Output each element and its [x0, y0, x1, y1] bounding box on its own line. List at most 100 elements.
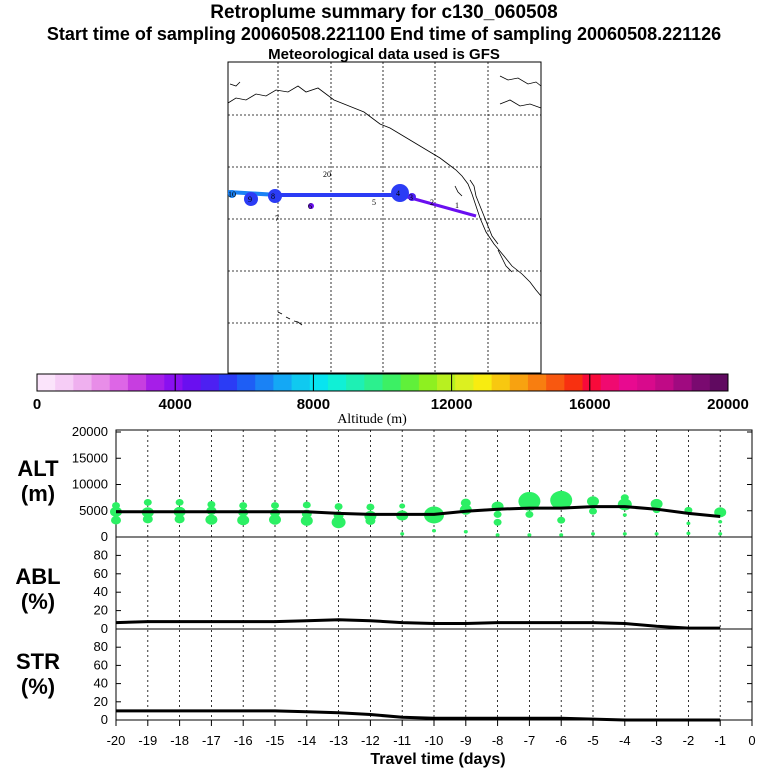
x-tick-label: -12 [361, 733, 380, 748]
x-tick-label: -18 [170, 733, 189, 748]
alt-scatter-point [300, 515, 313, 526]
y-tick-label: 0 [101, 529, 108, 544]
colorbar-swatch [346, 374, 365, 391]
colorbar-swatch [709, 374, 729, 391]
x-tick-label: 0 [748, 733, 755, 748]
y-tick-label: 5000 [79, 503, 108, 518]
colorbar-swatch [546, 374, 565, 391]
alt-scatter-point [269, 514, 281, 525]
altitude-colorbar [36, 373, 729, 392]
colorbar-swatch [527, 374, 547, 391]
abl-unit: (%) [21, 589, 55, 614]
colorbar-label: Altitude (m) [337, 412, 407, 427]
alt-label: ALT [17, 456, 59, 481]
alt-scatter-point [239, 502, 248, 509]
colorbar-swatch [109, 374, 129, 391]
alt-scatter-point [331, 516, 346, 529]
alt-scatter-point [207, 501, 216, 508]
x-tick-label: -20 [107, 733, 126, 748]
x-tick-label: -4 [619, 733, 631, 748]
colorbar-swatch [382, 374, 402, 391]
alt-scatter-point [111, 515, 121, 525]
alt-scatter-point [617, 498, 632, 511]
map-gridlines [228, 62, 541, 373]
x-tick-label: -5 [587, 733, 599, 748]
colorbar-tick-label: 8000 [297, 396, 330, 413]
alt-scatter-point [334, 503, 343, 510]
alt-scatter-point [175, 498, 184, 506]
alt-scatter-point [718, 520, 723, 524]
y-tick-label: 80 [94, 547, 108, 562]
alt-scatter-point [557, 516, 566, 524]
alt-scatter-point [400, 532, 405, 536]
y-ticks: 20000 15000 10000 5000 0 80 60 40 20 0 80 60 40 20 0 [72, 424, 752, 727]
x-tick-label: -6 [555, 733, 567, 748]
alt-scatter-point [237, 515, 250, 526]
x-tick-label: -15 [266, 733, 285, 748]
x-tick-label: -13 [329, 733, 348, 748]
colorbar-tick-label: 12000 [431, 396, 473, 413]
x-tick-label: -19 [138, 733, 157, 748]
x-tick-label: -2 [683, 733, 695, 748]
alt-scatter-point [650, 498, 663, 510]
vertical-gridlines [147, 430, 721, 720]
plume-blob [308, 203, 314, 209]
day-label: 20 [323, 170, 331, 179]
x-tick-label: -3 [651, 733, 663, 748]
colorbar-swatch [691, 374, 711, 391]
alt-series-line [116, 505, 721, 518]
alt-scatter-point [591, 532, 595, 536]
y-tick-label: 40 [94, 584, 108, 599]
colorbar-swatch [255, 374, 274, 391]
alt-scatter-point [174, 514, 185, 524]
colorbar-tick-label: 16000 [569, 396, 611, 413]
alt-scatter-point [589, 507, 597, 515]
plume-blob [244, 192, 258, 206]
alt-scatter-point [518, 491, 541, 511]
alt-scatter-point [527, 533, 532, 537]
colorbar-swatch [400, 374, 420, 391]
alt-scatter-point [622, 532, 627, 536]
alt-scatter-point [654, 532, 659, 536]
x-tick-label: -16 [234, 733, 253, 748]
colorbar-swatch [582, 374, 602, 391]
day-label: 10 [228, 190, 236, 199]
colorbar-swatch [618, 374, 638, 391]
x-tick-label: -1 [714, 733, 726, 748]
colorbar-swatch [509, 374, 529, 391]
abl-series-line [115, 618, 721, 630]
alt-scatter-point [495, 533, 500, 537]
trajectory [227, 184, 477, 218]
colorbar-swatch [55, 374, 74, 391]
alt-scatter-point [686, 521, 691, 526]
y-tick-label: 20000 [72, 424, 108, 439]
colorbar-swatch [637, 374, 656, 391]
y-tick-label: 15000 [72, 450, 108, 465]
colorbar-tick-label: 0 [33, 396, 41, 413]
day-label: 1 [455, 201, 459, 210]
abl-label: ABL [15, 564, 60, 589]
colorbar-swatch [309, 374, 329, 391]
colorbar-tick-labels: 0 4000 8000 12000 16000 20000 [33, 374, 749, 413]
colorbar-swatch [600, 374, 620, 391]
alt-scatter-point [525, 511, 534, 518]
coastlines [227, 75, 542, 326]
chart-title: Retroplume summary for c130_060508 [210, 2, 558, 23]
alt-scatter-point [302, 501, 311, 509]
colorbar-swatch [164, 374, 183, 391]
alt-scatter-point [493, 511, 502, 518]
x-axis-label: Travel time (days) [370, 751, 505, 768]
y-tick-label: 20 [94, 603, 108, 618]
met-data-note: Meteorological data used is GFS [268, 46, 500, 63]
alt-scatter-point [205, 514, 218, 525]
plume-blob [408, 193, 416, 201]
plume-blob [228, 190, 236, 198]
y-tick-label: 80 [94, 639, 108, 654]
colorbar-swatch [237, 374, 256, 391]
sampling-times: Start time of sampling 20060508.221100 E… [46, 24, 722, 44]
colorbar-swatch [91, 374, 111, 391]
colorbar-swatch [146, 374, 165, 391]
str-series-line [116, 709, 721, 722]
day-label: 2 [430, 198, 434, 207]
alt-scatter-point [142, 514, 153, 524]
